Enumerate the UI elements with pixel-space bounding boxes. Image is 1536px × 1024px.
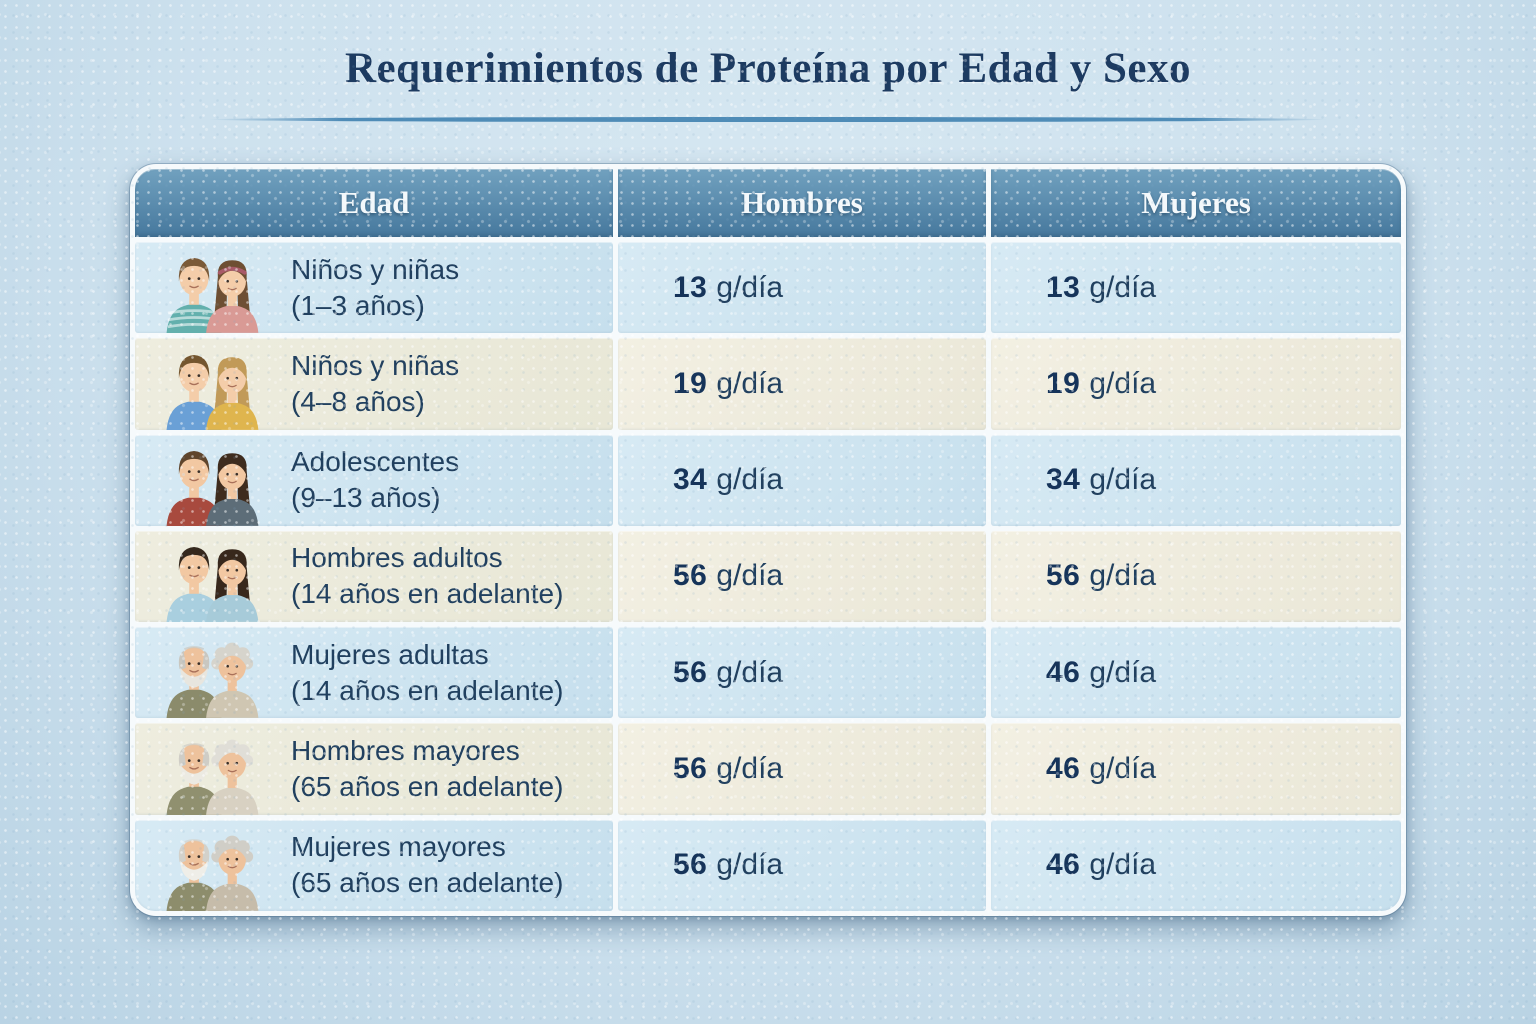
age-group-cell: Hombres adultos (14 años en adelante) <box>135 530 613 623</box>
hombres-value-cell: 56 g/día <box>618 530 986 623</box>
age-group-label: Adolescentes (9–13 años) <box>291 444 459 516</box>
age-group-name: Niños y niñas <box>291 349 460 381</box>
elderly-couple-icon <box>151 820 277 911</box>
protein-amount: 56 <box>673 752 708 786</box>
age-range: (14 años en adelante) <box>291 674 564 706</box>
protein-amount: 34 <box>673 463 708 497</box>
age-group-name: Adolescentes <box>291 446 460 478</box>
protein-unit: g/día <box>1089 366 1157 400</box>
age-group-name: Niños y niñas <box>291 253 460 285</box>
adults-couple-icon <box>151 531 277 623</box>
protein-amount: 46 <box>1046 848 1081 882</box>
age-group-cell: Mujeres mayores (65 años en adelante) <box>135 819 613 911</box>
protein-unit: g/día <box>1089 655 1157 689</box>
age-group-label: Mujeres adultas (14 años en adelante) <box>291 637 563 709</box>
hombres-value-cell: 34 g/día <box>618 434 986 526</box>
age-range: (14 años en adelante) <box>291 578 564 610</box>
mujeres-value-cell: 56 g/día <box>991 530 1401 623</box>
older-couple-icon <box>151 627 277 719</box>
protein-unit: g/día <box>716 655 784 689</box>
mujeres-value-cell: 46 g/día <box>991 627 1401 719</box>
age-range: (4–8 años) <box>291 385 425 417</box>
protein-amount: 56 <box>1046 559 1081 593</box>
protein-unit: g/día <box>1089 270 1157 304</box>
protein-amount: 46 <box>1046 655 1081 689</box>
age-group-cell: Niños y niñas (1–3 años) <box>135 242 613 334</box>
protein-unit: g/día <box>1089 848 1157 882</box>
title-divider <box>208 117 1328 122</box>
protein-unit: g/día <box>716 559 784 593</box>
page-title: Requerimientos de Proteína por Edad y Se… <box>345 45 1191 92</box>
protein-unit: g/día <box>1089 463 1157 497</box>
age-group-name: Mujeres mayores <box>291 831 506 863</box>
protein-amount: 19 <box>673 366 708 400</box>
children-couple-icon <box>151 338 277 430</box>
protein-amount: 56 <box>673 655 708 689</box>
hombres-value-cell: 19 g/día <box>618 338 986 430</box>
protein-unit: g/día <box>716 463 784 497</box>
protein-unit: g/día <box>1089 752 1157 786</box>
toddlers-couple-icon <box>151 242 277 334</box>
age-group-label: Hombres adultos (14 años en adelante) <box>291 540 563 612</box>
age-group-label: Niños y niñas (1–3 años) <box>291 252 459 324</box>
hombres-value-cell: 56 g/día <box>618 723 986 815</box>
mujeres-value-cell: 46 g/día <box>991 819 1401 911</box>
hombres-value-cell: 56 g/día <box>618 627 986 719</box>
protein-unit: g/día <box>716 366 784 400</box>
age-group-cell: Adolescentes (9–13 años) <box>135 434 613 526</box>
protein-amount: 34 <box>1046 463 1081 497</box>
column-header-mujeres: Mujeres <box>991 169 1401 237</box>
protein-unit: g/día <box>716 848 784 882</box>
age-range: (65 años en adelante) <box>291 771 564 803</box>
age-range: (9–13 años) <box>291 482 441 514</box>
column-header-edad: Edad <box>135 169 613 237</box>
adolescents-couple-icon <box>151 435 277 526</box>
age-range: (65 años en adelante) <box>291 867 564 899</box>
age-group-name: Mujeres adultas <box>291 638 489 670</box>
age-group-cell: Niños y niñas (4–8 años) <box>135 338 613 430</box>
age-group-name: Hombres mayores <box>291 735 520 767</box>
age-group-label: Niños y niñas (4–8 años) <box>291 348 459 420</box>
protein-table: Edad Hombres Mujeres Niños y niñas (1–3 a… <box>130 164 1406 916</box>
mujeres-value-cell: 46 g/día <box>991 723 1401 815</box>
age-group-name: Hombres adultos <box>291 542 503 574</box>
protein-amount: 13 <box>673 270 708 304</box>
age-range: (1–3 años) <box>291 289 425 321</box>
protein-unit: g/día <box>716 270 784 304</box>
protein-amount: 13 <box>1046 270 1081 304</box>
protein-amount: 56 <box>673 848 708 882</box>
age-group-cell: Hombres mayores (65 años en adelante) <box>135 723 613 815</box>
protein-amount: 56 <box>673 559 708 593</box>
age-group-cell: Mujeres adultas (14 años en adelante) <box>135 627 613 719</box>
protein-amount: 46 <box>1046 752 1081 786</box>
elderly-couple-icon <box>151 723 277 815</box>
mujeres-value-cell: 19 g/día <box>991 338 1401 430</box>
mujeres-value-cell: 34 g/día <box>991 434 1401 526</box>
column-header-hombres: Hombres <box>618 169 986 237</box>
protein-unit: g/día <box>1089 559 1157 593</box>
age-group-label: Hombres mayores (65 años en adelante) <box>291 733 563 805</box>
age-group-label: Mujeres mayores (65 años en adelante) <box>291 829 563 901</box>
protein-amount: 19 <box>1046 366 1081 400</box>
mujeres-value-cell: 13 g/día <box>991 242 1401 334</box>
hombres-value-cell: 13 g/día <box>618 242 986 334</box>
protein-unit: g/día <box>716 752 784 786</box>
hombres-value-cell: 56 g/día <box>618 819 986 911</box>
